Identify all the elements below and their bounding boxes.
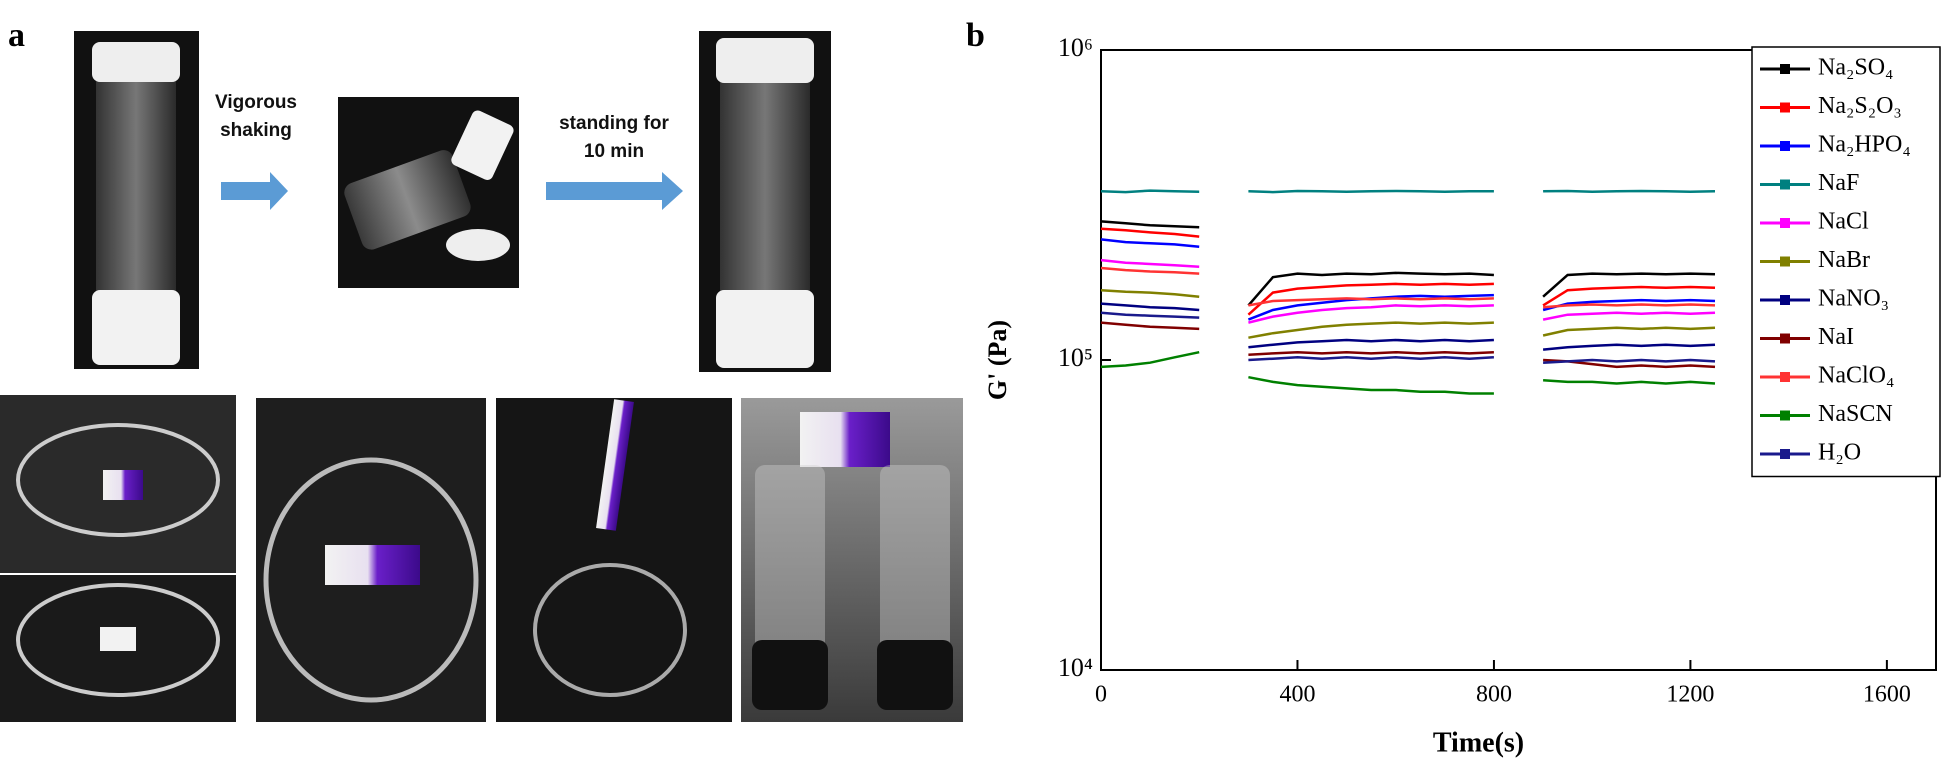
x-tick-label: 1200 [1666, 682, 1714, 708]
legend-label: NaF [1818, 170, 1859, 196]
legend-marker [1780, 295, 1790, 305]
arrow-label: Vigorous [215, 92, 297, 113]
legend-label: NaCl [1818, 209, 1869, 235]
series-line [1100, 288, 1716, 339]
x-tick-label: 0 [1095, 682, 1107, 708]
x-tick-label: 800 [1476, 682, 1512, 708]
legend-label: Na₂HPO₄ [1818, 132, 1911, 158]
legend-label: NaNO₃ [1818, 286, 1889, 312]
series-line [1100, 189, 1716, 194]
legend-marker [1780, 179, 1790, 190]
legend-marker [1780, 141, 1790, 151]
arrow-label: shaking [220, 120, 292, 141]
legend-marker [1780, 218, 1790, 228]
series-line [1100, 311, 1716, 364]
legend-marker [1780, 372, 1790, 382]
y-tick-label: 10⁶ [1058, 33, 1093, 62]
arrow-label: 10 min [584, 141, 644, 162]
series-line [1100, 266, 1716, 309]
x-tick-label: 1600 [1863, 682, 1911, 708]
series-line [1100, 302, 1716, 351]
series-line [1100, 258, 1716, 324]
legend-marker [1780, 333, 1790, 344]
y-tick-label: 10⁵ [1058, 343, 1093, 372]
x-axis-label: Time(s) [1433, 727, 1524, 758]
photo [256, 398, 486, 722]
arrow-label: standing for [559, 113, 669, 134]
legend-marker [1780, 256, 1790, 267]
x-tick-label: 400 [1279, 682, 1315, 708]
legend-label: Na₂S₂O₃ [1818, 93, 1902, 119]
legend-label: NaBr [1818, 247, 1870, 273]
legend-label: NaSCN [1818, 401, 1893, 427]
photo [741, 398, 963, 722]
panel-label: a [8, 17, 25, 54]
photo [496, 398, 732, 722]
arrow [546, 172, 683, 210]
legend-label: H₂O [1818, 440, 1861, 466]
legend-marker [1780, 449, 1790, 459]
legend-label: NaI [1818, 324, 1854, 350]
chart: 0 400 800 1200 1600 10⁴ 10⁵ 10⁶ Time(s) G' (Pa) Na… [983, 33, 1941, 758]
series-line [1100, 350, 1716, 395]
legend-marker [1780, 102, 1790, 113]
photo [338, 97, 519, 288]
y-tick-label: 10⁴ [1058, 653, 1093, 682]
series-line [1100, 238, 1716, 321]
legend-label: Na₂SO₄ [1818, 55, 1893, 81]
series-line [1100, 220, 1716, 307]
arrow-labels: Vigorous shaking standing for 10 min [215, 92, 669, 162]
legend-label: NaClO₄ [1818, 363, 1894, 389]
photo [74, 31, 199, 369]
panel-label: b [966, 17, 985, 54]
y-axis-label: G' (Pa) [983, 320, 1012, 400]
series-line [1100, 227, 1716, 316]
legend-marker [1780, 410, 1790, 421]
legend-marker [1780, 64, 1790, 74]
photo [699, 31, 831, 372]
arrow [221, 172, 288, 210]
photo [0, 395, 236, 722]
